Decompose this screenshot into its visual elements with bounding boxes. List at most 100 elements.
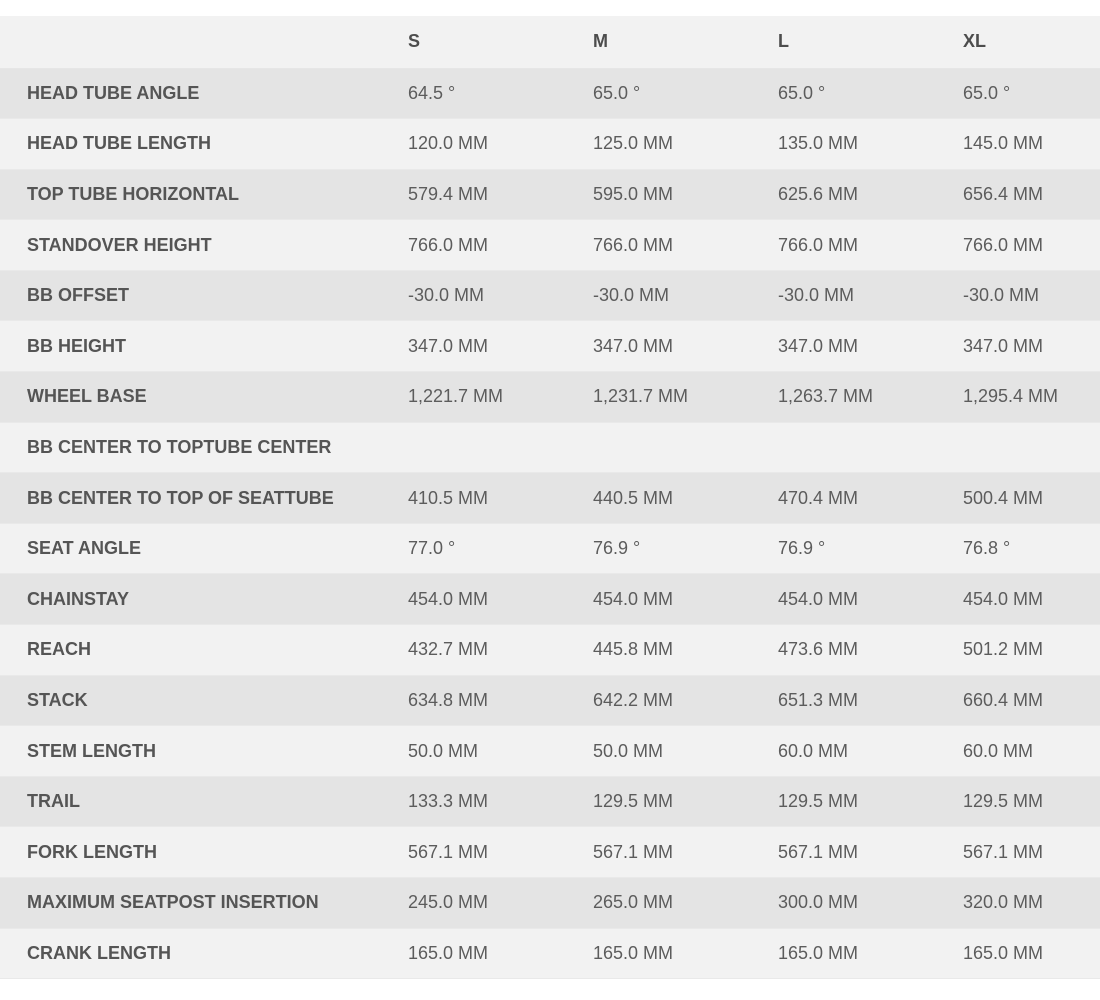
- table-row: BB OFFSET -30.0 MM -30.0 MM -30.0 MM -30.0 M…: [0, 270, 1100, 322]
- value-cell-l: 65.0 °: [750, 68, 935, 120]
- value-cell-m: 50.0 MM: [565, 725, 750, 777]
- size-header-m: M: [565, 16, 750, 69]
- row-label: STEM LENGTH: [0, 725, 380, 777]
- value-cell-xl: 129.5 MM: [935, 776, 1100, 828]
- table-row: TRAIL 133.3 MM 129.5 MM 129.5 MM 129.5 MM: [0, 776, 1100, 828]
- value-cell-l: [750, 422, 935, 474]
- size-header-xl: XL: [935, 16, 1100, 69]
- value-cell-s: 567.1 MM: [380, 826, 565, 878]
- value-cell-s: 165.0 MM: [380, 928, 565, 980]
- row-label: TRAIL: [0, 776, 380, 828]
- value-cell-l: 129.5 MM: [750, 776, 935, 828]
- value-cell-m: 440.5 MM: [565, 472, 750, 524]
- value-cell-m: 454.0 MM: [565, 573, 750, 626]
- row-label: MAXIMUM SEATPOST INSERTION: [0, 877, 380, 929]
- value-cell-l: 60.0 MM: [750, 725, 935, 777]
- value-cell-s: 410.5 MM: [380, 472, 565, 524]
- value-cell-xl: 656.4 MM: [935, 169, 1100, 221]
- table-row: WHEEL BASE 1,221.7 MM 1,231.7 MM 1,263.7 MM…: [0, 371, 1100, 423]
- value-cell-s: 133.3 MM: [380, 776, 565, 828]
- row-label: BB CENTER TO TOP OF SEATTUBE: [0, 472, 380, 524]
- value-cell-xl: [935, 422, 1100, 474]
- table-row: CRANK LENGTH 165.0 MM 165.0 MM 165.0 MM 165.…: [0, 928, 1100, 980]
- value-cell-xl: 1,295.4 MM: [935, 371, 1100, 423]
- value-cell-l: 76.9 °: [750, 523, 935, 575]
- value-cell-l: 625.6 MM: [750, 169, 935, 221]
- value-cell-xl: 60.0 MM: [935, 725, 1100, 777]
- value-cell-s: 77.0 °: [380, 523, 565, 575]
- value-cell-s: 50.0 MM: [380, 725, 565, 777]
- value-cell-s: 245.0 MM: [380, 877, 565, 929]
- header-corner: [0, 16, 380, 69]
- geometry-table: S M L XL HEAD TUBE ANGLE 64.5 ° 65.0 ° 65.0…: [0, 16, 1100, 980]
- value-cell-s: 766.0 MM: [380, 219, 565, 271]
- table-row: BB CENTER TO TOP OF SEATTUBE 410.5 MM 440.…: [0, 472, 1100, 524]
- value-cell-l: 651.3 MM: [750, 675, 935, 727]
- value-cell-xl: 320.0 MM: [935, 877, 1100, 929]
- table-row: HEAD TUBE LENGTH 120.0 MM 125.0 MM 135.0 MM…: [0, 118, 1100, 170]
- value-cell-s: 120.0 MM: [380, 118, 565, 170]
- value-cell-l: 473.6 MM: [750, 624, 935, 676]
- value-cell-l: 300.0 MM: [750, 877, 935, 929]
- value-cell-s: -30.0 MM: [380, 270, 565, 322]
- row-label: CRANK LENGTH: [0, 928, 380, 980]
- row-label: BB CENTER TO TOPTUBE CENTER: [0, 422, 380, 474]
- value-cell-s: 1,221.7 MM: [380, 371, 565, 423]
- value-cell-xl: 145.0 MM: [935, 118, 1100, 170]
- table-row: STEM LENGTH 50.0 MM 50.0 MM 60.0 MM 60.0 MM: [0, 725, 1100, 777]
- value-cell-l: 347.0 MM: [750, 320, 935, 373]
- value-cell-xl: 454.0 MM: [935, 573, 1100, 626]
- value-cell-s: 347.0 MM: [380, 320, 565, 373]
- table-row: BB CENTER TO TOPTUBE CENTER: [0, 422, 1100, 474]
- value-cell-m: 642.2 MM: [565, 675, 750, 727]
- value-cell-m: 129.5 MM: [565, 776, 750, 828]
- value-cell-xl: 76.8 °: [935, 523, 1100, 575]
- table-row: MAXIMUM SEATPOST INSERTION 245.0 MM 265.0 …: [0, 877, 1100, 929]
- value-cell-s: [380, 422, 565, 474]
- row-label: BB OFFSET: [0, 270, 380, 322]
- row-label: BB HEIGHT: [0, 320, 380, 373]
- row-label: STACK: [0, 675, 380, 727]
- table-body: HEAD TUBE ANGLE 64.5 ° 65.0 ° 65.0 ° 65.0 ° H…: [0, 68, 1100, 980]
- value-cell-m: 347.0 MM: [565, 320, 750, 373]
- row-label: SEAT ANGLE: [0, 523, 380, 575]
- value-cell-l: -30.0 MM: [750, 270, 935, 322]
- value-cell-m: 76.9 °: [565, 523, 750, 575]
- value-cell-l: 165.0 MM: [750, 928, 935, 980]
- row-label: HEAD TUBE LENGTH: [0, 118, 380, 170]
- row-label: CHAINSTAY: [0, 573, 380, 626]
- value-cell-m: 595.0 MM: [565, 169, 750, 221]
- value-cell-l: 135.0 MM: [750, 118, 935, 170]
- value-cell-xl: 347.0 MM: [935, 320, 1100, 373]
- value-cell-xl: 567.1 MM: [935, 826, 1100, 878]
- size-header-l: L: [750, 16, 935, 69]
- header-row: S M L XL: [0, 16, 1100, 69]
- value-cell-l: 1,263.7 MM: [750, 371, 935, 423]
- value-cell-l: 454.0 MM: [750, 573, 935, 626]
- value-cell-xl: 660.4 MM: [935, 675, 1100, 727]
- value-cell-xl: 766.0 MM: [935, 219, 1100, 271]
- value-cell-xl: 65.0 °: [935, 68, 1100, 120]
- row-label: WHEEL BASE: [0, 371, 380, 423]
- table-row: TOP TUBE HORIZONTAL 579.4 MM 595.0 MM 625.6…: [0, 169, 1100, 221]
- value-cell-m: 125.0 MM: [565, 118, 750, 170]
- table-row: STACK 634.8 MM 642.2 MM 651.3 MM 660.4 MM: [0, 675, 1100, 727]
- value-cell-m: -30.0 MM: [565, 270, 750, 322]
- value-cell-s: 579.4 MM: [380, 169, 565, 221]
- row-label: FORK LENGTH: [0, 826, 380, 878]
- value-cell-m: 265.0 MM: [565, 877, 750, 929]
- value-cell-s: 454.0 MM: [380, 573, 565, 626]
- table-row: BB HEIGHT 347.0 MM 347.0 MM 347.0 MM 347.0 M…: [0, 320, 1100, 373]
- value-cell-l: 470.4 MM: [750, 472, 935, 524]
- value-cell-l: 567.1 MM: [750, 826, 935, 878]
- size-header-s: S: [380, 16, 565, 69]
- row-label: STANDOVER HEIGHT: [0, 219, 380, 271]
- table-row: FORK LENGTH 567.1 MM 567.1 MM 567.1 MM 567.1…: [0, 826, 1100, 878]
- table-header: S M L XL: [0, 16, 1100, 69]
- value-cell-l: 766.0 MM: [750, 219, 935, 271]
- value-cell-m: 1,231.7 MM: [565, 371, 750, 423]
- row-label: TOP TUBE HORIZONTAL: [0, 169, 380, 221]
- row-label: REACH: [0, 624, 380, 676]
- value-cell-xl: 501.2 MM: [935, 624, 1100, 676]
- value-cell-xl: 165.0 MM: [935, 928, 1100, 980]
